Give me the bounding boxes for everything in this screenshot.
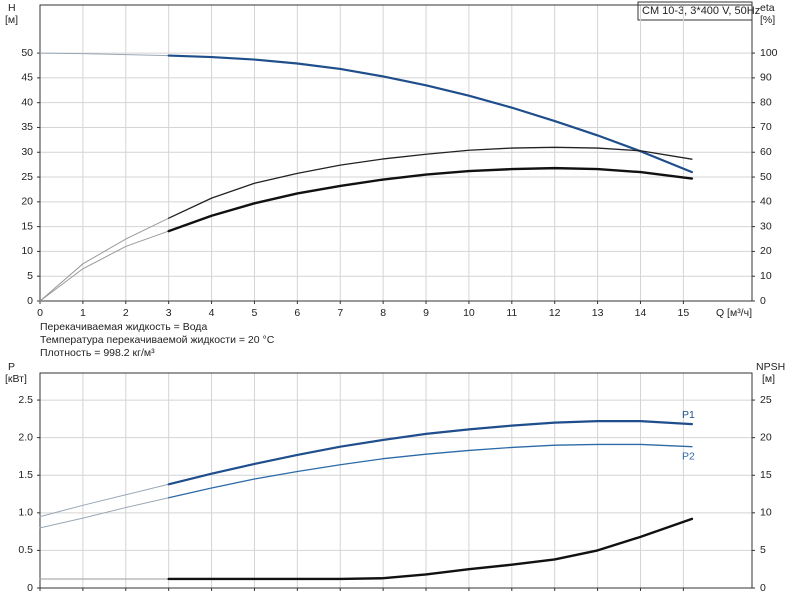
x-tick-label: 11	[506, 307, 517, 319]
y-label: H	[8, 2, 16, 14]
x-tick-label: 7	[337, 307, 343, 319]
x-tick-label: 9	[423, 307, 429, 319]
y2-tick-label: 80	[760, 96, 772, 108]
y-tick-label: 0.5	[18, 544, 33, 556]
y-label: P	[8, 361, 15, 373]
y-tick-label: 0	[27, 295, 33, 307]
x-tick-label: 2	[123, 307, 129, 319]
x-tick-label: 3	[166, 307, 172, 319]
y2-tick-label: 30	[760, 220, 772, 232]
chart-title: CM 10-3, 3*400 V, 50Hz	[642, 5, 760, 17]
annotation: Температура перекачиваемой жидкости = 20…	[40, 334, 275, 346]
y-tick-label: 20	[21, 196, 33, 208]
curve	[39, 52, 170, 57]
curve	[39, 483, 170, 518]
curve	[39, 497, 170, 529]
y2-tick-label: 15	[760, 469, 772, 481]
y2-tick-label: 20	[760, 431, 772, 443]
x-tick-label: 6	[294, 307, 300, 319]
y2-tick-label: 10	[760, 270, 772, 282]
plot-frame	[39, 372, 753, 589]
y-unit: [кВт]	[5, 373, 27, 385]
y2-tick-label: 90	[760, 72, 772, 84]
x-tick-label: 15	[678, 307, 690, 319]
x-tick-label: 10	[463, 307, 475, 319]
y-tick-label: 25	[21, 171, 33, 183]
y2-tick-label: 0	[760, 582, 766, 594]
y-tick-label: 15	[21, 220, 33, 232]
y2-tick-label: 20	[760, 245, 772, 257]
curve	[167, 54, 694, 174]
y-tick-label: 35	[21, 121, 33, 133]
y-tick-label: 45	[21, 72, 33, 84]
y2-tick-label: 70	[760, 121, 772, 133]
y-tick-label: 1.5	[18, 469, 33, 481]
x-tick-label: 1	[80, 307, 86, 319]
y2-label: NPSH	[756, 361, 785, 373]
y2-tick-label: 100	[760, 47, 778, 59]
annotation: Плотность = 998.2 кг/м³	[40, 347, 155, 359]
x-tick-label: 5	[252, 307, 258, 319]
y2-tick-label: 50	[760, 171, 772, 183]
y2-tick-label: 0	[760, 295, 766, 307]
curve	[167, 420, 694, 486]
x-label: Q [м³/ч]	[716, 307, 752, 319]
y-tick-label: 2.0	[18, 431, 33, 443]
x-tick-label: 0	[37, 307, 43, 319]
y2-tick-label: 5	[760, 544, 766, 556]
x-tick-label: 4	[209, 307, 215, 319]
curve	[167, 517, 694, 581]
y2-tick-label: 60	[760, 146, 772, 158]
y-tick-label: 30	[21, 146, 33, 158]
curve-label: P2	[682, 450, 695, 462]
curve-label: P1	[682, 409, 695, 421]
y2-tick-label: 10	[760, 507, 772, 519]
y-tick-label: 1.0	[18, 507, 33, 519]
y-unit: [м]	[5, 14, 18, 26]
y-tick-label: 10	[21, 245, 33, 257]
y2-unit: [м]	[762, 373, 775, 385]
annotation: Перекачиваемая жидкость = Вода	[40, 321, 207, 333]
y-tick-label: 5	[27, 270, 33, 282]
y2-tick-label: 40	[760, 196, 772, 208]
x-tick-label: 8	[380, 307, 386, 319]
y-tick-label: 50	[21, 47, 33, 59]
x-tick-label: 13	[592, 307, 604, 319]
x-tick-label: 12	[549, 307, 561, 319]
y-tick-label: 40	[21, 96, 33, 108]
y2-unit: [%]	[760, 14, 775, 26]
y-tick-label: 2.5	[18, 394, 33, 406]
y-tick-label: 0	[27, 582, 33, 594]
curve	[168, 146, 693, 219]
x-tick-label: 14	[635, 307, 647, 319]
y2-label: eta	[760, 2, 775, 14]
curve	[39, 230, 170, 302]
curve	[39, 217, 170, 302]
y2-tick-label: 25	[760, 394, 772, 406]
plot-frame	[39, 4, 753, 302]
curve	[168, 443, 693, 499]
curve	[167, 166, 694, 233]
